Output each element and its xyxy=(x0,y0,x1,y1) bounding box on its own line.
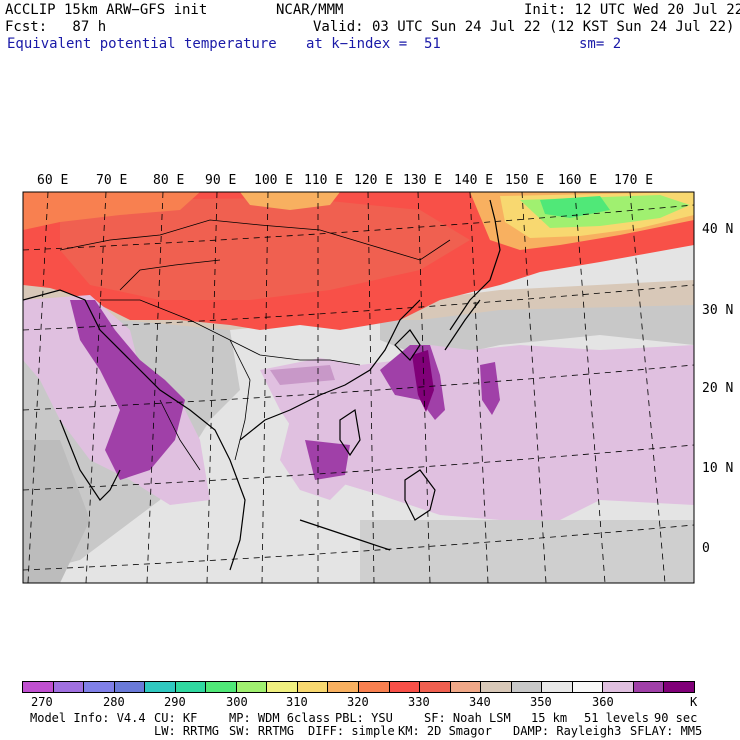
coastlines xyxy=(23,199,501,571)
colorbar-tick: 330 xyxy=(408,695,430,709)
footer-model-info: Model Info: V4.4 xyxy=(30,711,146,725)
colorbar xyxy=(22,681,695,693)
smoothing-label: sm= 2 xyxy=(579,36,622,52)
lon-label-90e: 90 E xyxy=(205,173,237,188)
lon-label-60e: 60 E xyxy=(37,173,69,188)
region-335k-core xyxy=(60,198,470,300)
region-375k-core xyxy=(412,350,434,412)
lat-label-20n: 20 N xyxy=(702,381,734,396)
colorbar-swatch xyxy=(450,682,482,692)
lon-label-70e: 70 E xyxy=(96,173,128,188)
colorbar-swatch xyxy=(420,682,451,692)
colorbar-swatch xyxy=(359,682,390,692)
lon-label-100e: 100 E xyxy=(254,173,294,188)
colorbar-swatch xyxy=(389,682,421,692)
lon-label-150e: 150 E xyxy=(505,173,545,188)
footer-pbl: PBL: YSU xyxy=(335,711,393,725)
colorbar-tick: 340 xyxy=(469,695,491,709)
lon-label-120e: 120 E xyxy=(354,173,394,188)
colorbar-unit: K xyxy=(690,695,698,709)
colorbar-tick: 320 xyxy=(347,695,369,709)
lon-label-170e: 170 E xyxy=(614,173,654,188)
colorbar-swatch xyxy=(542,682,573,692)
valid-time: Valid: 03 UTC Sun 24 Jul 22 (12 KST Sun … xyxy=(313,19,735,35)
forecast-hour: Fcst: 87 h xyxy=(5,19,107,35)
colorbar-tick: 290 xyxy=(164,695,186,709)
region-arabian-sea xyxy=(23,440,90,583)
field-name: Equivalent potential temperature xyxy=(7,36,277,52)
colorbar-swatch xyxy=(603,682,634,692)
region-325k-northwest xyxy=(23,192,200,230)
colorbar-tick: 350 xyxy=(530,695,552,709)
colorbar-swatch xyxy=(267,682,298,692)
colorbar-swatch xyxy=(481,682,512,692)
lat-label-10n: 10 N xyxy=(702,461,734,476)
footer-cu: CU: KF xyxy=(154,711,198,725)
region-365k-pacific xyxy=(260,345,694,520)
region-370k-pacific-core xyxy=(480,362,500,415)
colorbar-tick: 300 xyxy=(226,695,248,709)
footer-levels: 51 levels xyxy=(584,711,650,725)
region-320k-north xyxy=(240,192,340,210)
region-370k-monsoon-band xyxy=(70,300,185,480)
colorbar-swatch xyxy=(84,682,115,692)
region-370k-south-china xyxy=(305,440,350,480)
colorbar-swatch xyxy=(297,682,329,692)
colorbar-swatch xyxy=(511,682,543,692)
footer-diff: DIFF: simple xyxy=(308,724,395,738)
lat-label-40n: 40 N xyxy=(702,222,734,237)
lon-label-110e: 110 E xyxy=(304,173,344,188)
colorbar-swatch xyxy=(23,682,54,692)
colorbar-swatch xyxy=(633,682,665,692)
footer-km: KM: 2D Smagor xyxy=(398,724,492,738)
graticule xyxy=(23,192,694,583)
footer-resolution: 15 km xyxy=(531,711,568,725)
region-368k-central xyxy=(270,365,335,385)
colorbar-swatch xyxy=(175,682,207,692)
footer-damp: DAMP: Rayleigh3 xyxy=(513,724,622,738)
colorbar-tick: 270 xyxy=(31,695,53,709)
country-borders xyxy=(59,219,451,471)
init-time: Init: 12 UTC Wed 20 Jul 22 xyxy=(524,2,740,18)
colorbar-tick: 360 xyxy=(592,695,614,709)
organization-label: NCAR/MMM xyxy=(276,2,344,18)
model-title: ACCLIP 15km ARW−GFS init xyxy=(5,2,208,18)
lat-label-30n: 30 N xyxy=(702,303,734,318)
colorbar-swatch xyxy=(206,682,237,692)
colorbar-swatch xyxy=(145,682,176,692)
lon-label-140e: 140 E xyxy=(454,173,494,188)
colorbar-tick: 310 xyxy=(286,695,308,709)
lon-label-130e: 130 E xyxy=(403,173,443,188)
colorbar-swatch xyxy=(328,682,360,692)
colorbar-swatch xyxy=(114,682,146,692)
footer-sflay: SFLAY: MM5 xyxy=(630,724,703,738)
colorbar-swatch xyxy=(236,682,268,692)
lon-label-80e: 80 E xyxy=(153,173,185,188)
footer-sw: SW: RRTMG xyxy=(229,724,295,738)
region-300k-northeast xyxy=(540,196,610,218)
lat-label-0: 0 xyxy=(702,541,710,556)
footer-mp: MP: WDM 6class xyxy=(229,711,331,725)
colorbar-tick: 280 xyxy=(103,695,125,709)
footer-sf: SF: Noah LSM xyxy=(424,711,511,725)
region-350k-south xyxy=(360,520,694,583)
lon-label-160e: 160 E xyxy=(558,173,598,188)
footer-lw: LW: RRTMG xyxy=(154,724,220,738)
map-frame xyxy=(22,191,695,584)
footer-timestep: 90 sec xyxy=(654,711,698,725)
colorbar-swatch xyxy=(664,682,695,692)
colorbar-swatch xyxy=(53,682,85,692)
level-index: at k−index = 51 xyxy=(306,36,441,52)
colorbar-swatch xyxy=(572,682,604,692)
